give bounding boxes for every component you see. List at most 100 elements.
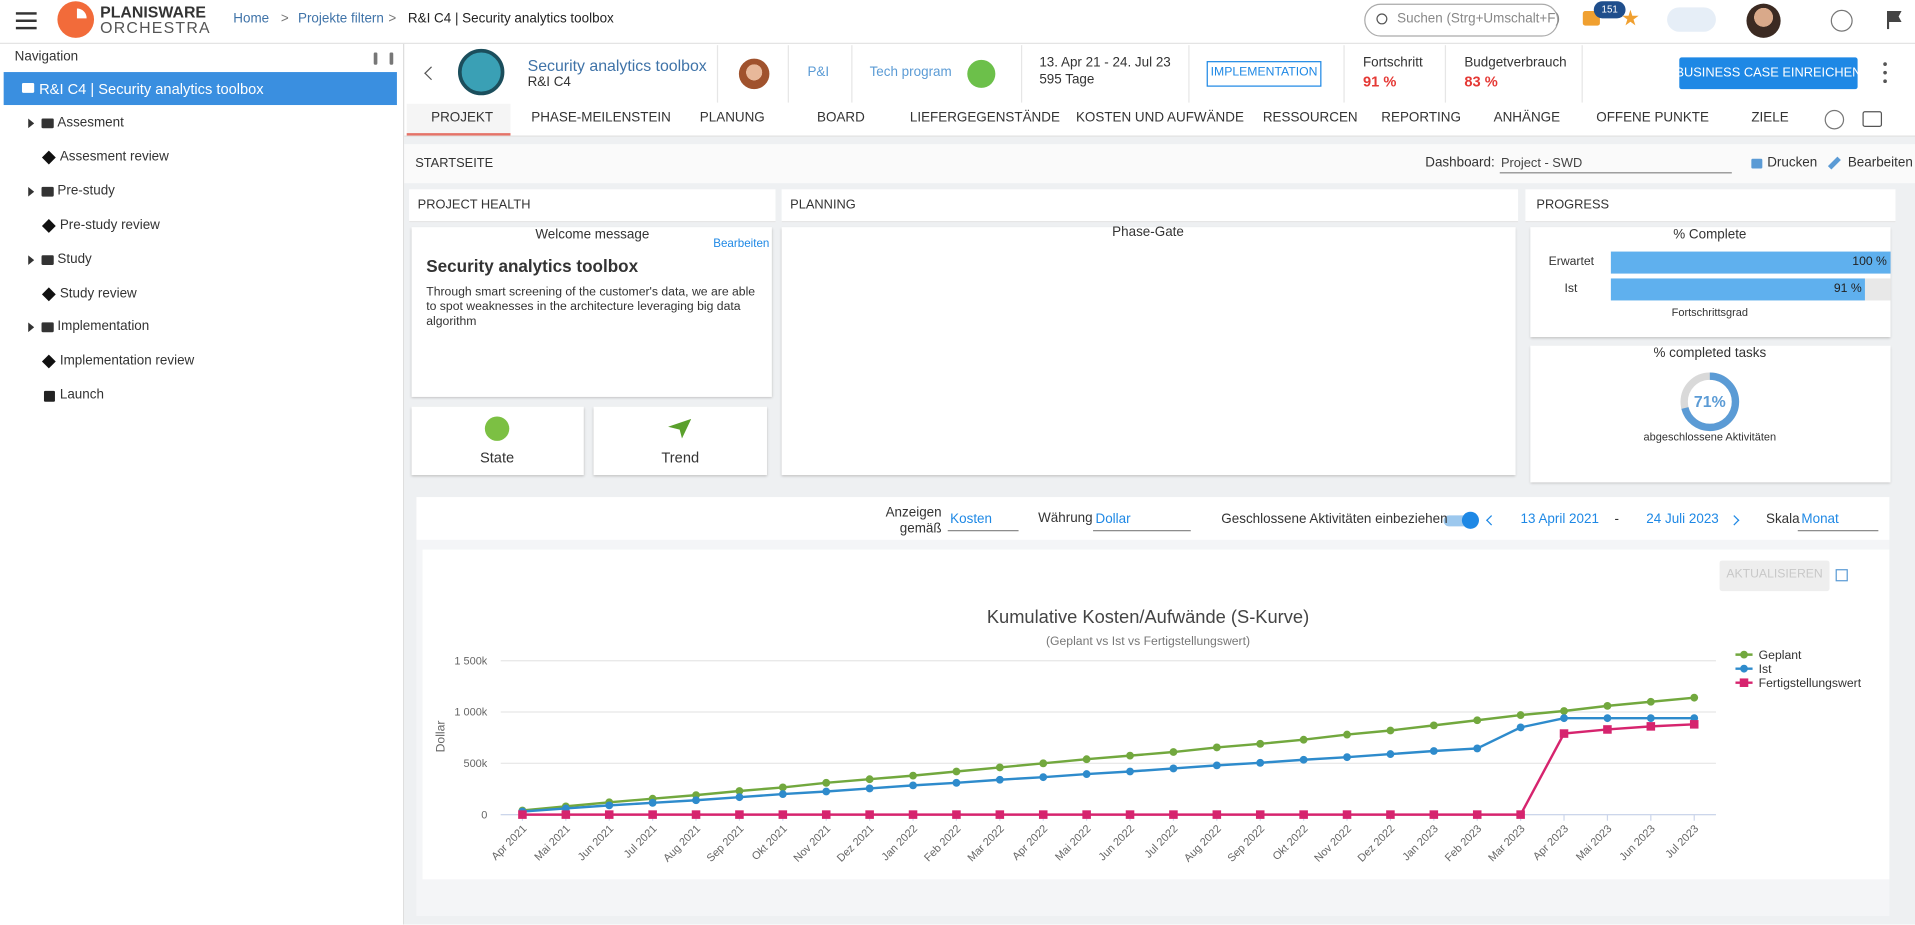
flag-icon[interactable] [1887,11,1902,29]
nav-item[interactable]: Study review [60,286,137,302]
tab[interactable]: REPORTING [1381,110,1461,126]
top-bar-border [0,43,1915,44]
nav-item[interactable]: Assesment [57,115,123,131]
menu-icon[interactable] [16,27,37,29]
state-dot [485,416,509,440]
control-value[interactable]: 13 April 2021 [1521,512,1599,528]
expand-arrow[interactable] [28,187,34,197]
print[interactable]: Drucken [1767,156,1817,172]
expand-arrow[interactable] [28,118,34,128]
tab[interactable]: PLANUNG [700,110,765,126]
edit[interactable]: Bearbeiten [1848,156,1913,172]
project-program: Tech program [870,65,952,81]
tab[interactable]: LIEFERGEGENSTÄNDE [910,110,1060,126]
status-ok [967,60,995,88]
nav-root[interactable]: R&I C4 | Security analytics toolbox [39,80,264,98]
more-dot[interactable] [1883,62,1887,66]
trend-label: Trend [661,449,699,467]
control-value[interactable]: Dollar [1096,512,1131,528]
separator [1445,45,1446,102]
dashboard-select[interactable]: Project - SWD [1501,156,1582,171]
tab[interactable]: PROJEKT [431,110,493,126]
folder-icon [42,187,54,197]
select-underline[interactable] [1093,530,1191,531]
welcome-edit[interactable]: Bearbeiten [713,237,769,251]
control-value[interactable]: Kosten [950,512,992,528]
tab[interactable]: ANHÄNGE [1494,110,1560,126]
project-unit: P&I [807,65,829,81]
expand-arrow[interactable] [28,322,34,332]
search-placeholder[interactable]: Suchen (Strg+Umschalt+F) [1397,11,1560,27]
breadcrumb: R&I C4 | Security analytics toolbox [408,11,614,27]
tasks-value: 71% [1694,392,1726,411]
progress-bar [1611,278,1865,300]
nav-item[interactable]: Pre-study review [60,218,160,234]
export-icon[interactable] [1836,569,1848,581]
welcome-text: Through smart screening of the customer'… [426,286,766,330]
control-label: Anzeigen gemäß [868,505,941,537]
select-underline[interactable] [1798,530,1879,531]
state-label: State [480,449,514,467]
breadcrumb[interactable]: Home [233,11,269,27]
nav-handle [390,53,394,65]
progress-bar [1611,252,1891,274]
control-label: Währung [1038,511,1093,527]
separator [851,45,852,102]
user-avatar[interactable] [1746,4,1780,38]
refresh-label[interactable]: AKTUALISIEREN [1726,568,1822,583]
control-value[interactable]: 24 Juli 2023 [1646,512,1718,528]
welcome-title: Welcome message [535,228,649,244]
budget-label: Budgetverbrauch [1464,55,1566,71]
page-title: STARTSEITE [415,156,493,171]
tab[interactable]: OFFENE PUNKTE [1596,110,1709,126]
panel-header [782,189,1518,222]
menu-icon[interactable] [16,12,37,14]
nav-item[interactable]: Launch [60,388,104,404]
chart-area [423,550,1890,880]
separator [1343,45,1344,102]
milestone-icon [42,151,56,165]
breadcrumb[interactable]: Projekte filtern [298,11,384,27]
tab[interactable]: PHASE-MEILENSTEIN [531,110,671,126]
tab-icon[interactable] [1862,111,1882,127]
project-status: IMPLEMENTATION [1211,66,1318,81]
dashboard-label: Dashboard: [1425,156,1494,172]
progress-value: 91 % [1363,73,1396,91]
more-dot[interactable] [1883,79,1887,83]
back-arrow[interactable] [424,66,438,80]
more-dot[interactable] [1883,71,1887,75]
logo [57,1,94,38]
separator [1188,45,1189,102]
budget-value: 83 % [1464,73,1497,91]
expand-arrow[interactable] [28,255,34,265]
milestone-icon [42,287,56,301]
check-pill[interactable] [1667,7,1716,31]
product: ORCHESTRA [100,19,211,38]
project-icon [458,49,504,95]
nav-handle [374,53,378,65]
nav-item[interactable]: Implementation review [60,353,194,369]
help-icon[interactable] [1831,10,1853,32]
progress-label: Fortschritt [1363,55,1423,71]
panel-title: PROGRESS [1536,197,1609,212]
tab[interactable]: KOSTEN UND AUFWÄNDE [1076,110,1244,126]
nav-item[interactable]: Study [57,252,91,268]
breadcrumb-separator: > [281,11,289,27]
select-underline[interactable] [948,530,1019,531]
control-value[interactable]: Monat [1801,512,1838,528]
tab[interactable]: BOARD [817,110,865,126]
milestone-icon [42,355,56,369]
tab[interactable]: ZIELE [1751,110,1788,126]
tab-icon[interactable] [1825,110,1845,130]
panel-title: PLANNING [790,197,856,212]
nav-item[interactable]: Assesment review [60,149,169,165]
separator [788,45,789,102]
nav-item[interactable]: Pre-study [57,184,114,200]
nav-item[interactable]: Implementation [57,319,149,335]
action-label[interactable]: BUSINESS CASE EINREICHEN [1675,66,1861,81]
print-icon[interactable] [1751,159,1762,169]
folder-icon [42,118,54,128]
menu-icon[interactable] [16,20,37,22]
tab[interactable]: RESSOURCEN [1263,110,1358,126]
bar-value: 100 % [1852,255,1887,270]
